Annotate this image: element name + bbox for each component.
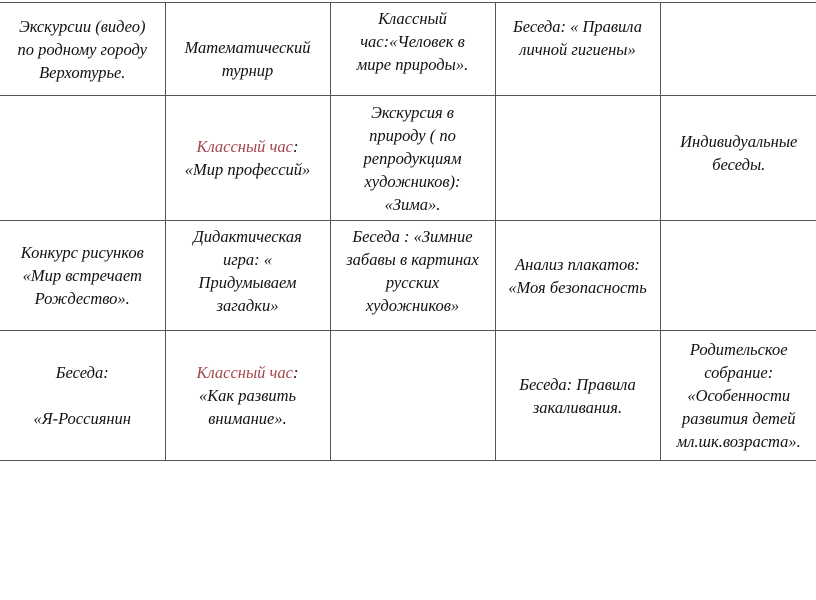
table-row: Беседа: «Я-Россиянин Классный час: «Как … <box>0 330 816 461</box>
cell-text: : «Как развить внимание». <box>198 363 299 428</box>
highlighted-text: Классный час <box>196 137 293 156</box>
table-row: Экскурсии (видео) по родному городу Верх… <box>0 2 816 96</box>
highlighted-text: Классный час <box>196 363 293 382</box>
table-cell: Беседа: «Я-Россиянин <box>0 330 166 461</box>
table-cell: Анализ плакатов: «Моя безопасность <box>494 220 661 331</box>
table-cell: Индивидуальные беседы. <box>659 95 816 221</box>
table-cell <box>659 2 816 96</box>
table-cell: Беседа: « Правила личной гигиены» <box>494 2 661 96</box>
table-row: Конкурс рисунков «Мир встречает Рождеств… <box>0 220 816 331</box>
table-cell: Классный час:«Человек в мире природы». <box>329 2 496 96</box>
table-row: Классный час: «Мир профессий» Экскурсия … <box>0 95 816 221</box>
table-cell: Родительское собрание: «Особенности разв… <box>659 330 816 461</box>
table-cell: Конкурс рисунков «Мир встречает Рождеств… <box>0 220 166 331</box>
table-cell <box>0 95 166 221</box>
table-cell <box>659 220 816 331</box>
table-cell: Экскурсия в природу ( по репродукциям ху… <box>329 95 496 221</box>
cell-text: : «Мир профессий» <box>184 137 311 179</box>
table-cell: Беседа: Правила закаливания. <box>494 330 661 461</box>
table-cell <box>494 95 661 221</box>
table-cell: Дидактическая игра: « Придумываем загадк… <box>164 220 331 331</box>
table-cell: Беседа : «Зимние забавы в картинах русск… <box>329 220 496 331</box>
table-cell: Математический турнир <box>164 2 331 96</box>
table-cell: Экскурсии (видео) по родному городу Верх… <box>0 2 166 96</box>
table-cell <box>329 330 496 461</box>
table-cell: Классный час: «Как развить внимание». <box>164 330 331 461</box>
activity-plan-table: Экскурсии (видео) по родному городу Верх… <box>0 2 816 461</box>
table-cell: Классный час: «Мир профессий» <box>164 95 331 221</box>
